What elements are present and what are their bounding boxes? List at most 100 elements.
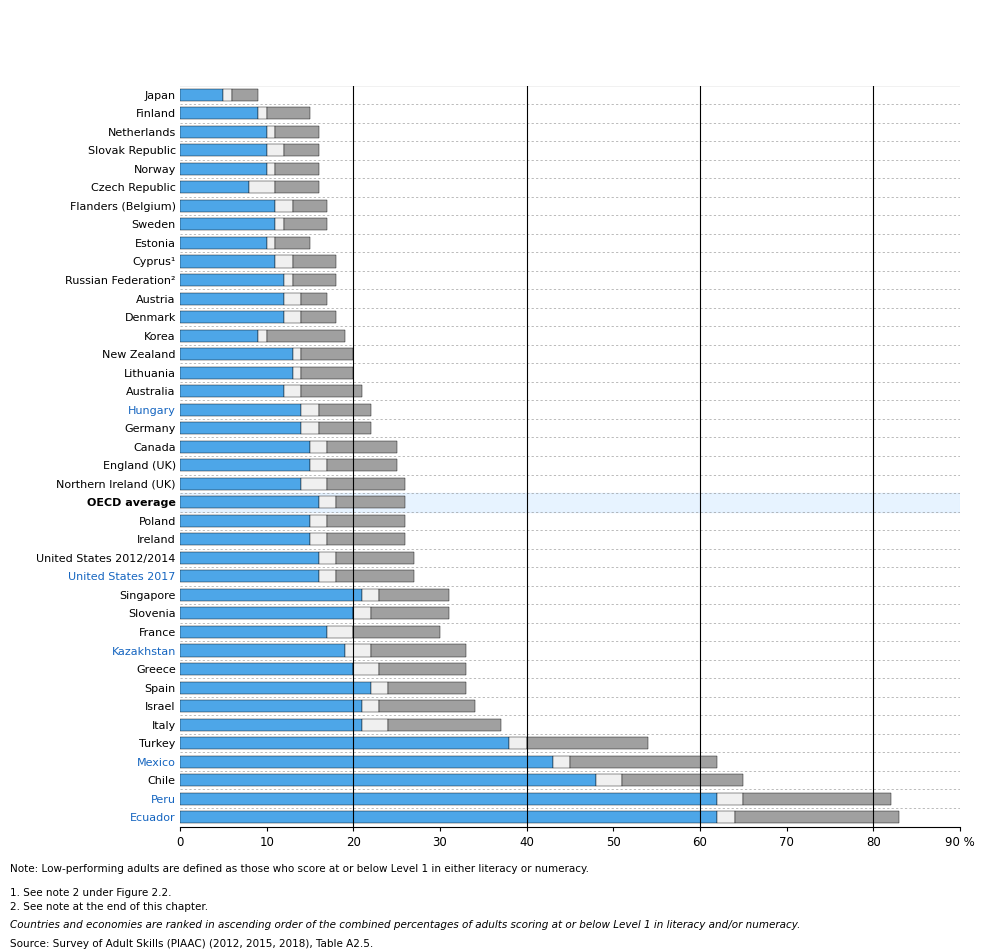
Bar: [284, 218, 327, 231]
Bar: [319, 552, 336, 564]
Bar: [180, 218, 275, 231]
Bar: [180, 162, 267, 175]
Bar: [301, 385, 362, 397]
Bar: [717, 792, 743, 805]
Bar: [180, 811, 717, 824]
Bar: [362, 718, 388, 731]
Bar: [275, 162, 319, 175]
Bar: [275, 218, 284, 231]
Bar: [180, 422, 301, 434]
Bar: [180, 607, 353, 619]
Bar: [258, 107, 267, 120]
Bar: [371, 644, 466, 656]
Bar: [267, 144, 284, 157]
Bar: [180, 293, 284, 305]
Bar: [267, 125, 275, 138]
Bar: [293, 348, 301, 360]
Bar: [180, 737, 509, 750]
Bar: [293, 367, 301, 379]
Bar: [336, 552, 414, 564]
Bar: [310, 533, 327, 545]
Bar: [319, 422, 371, 434]
Bar: [371, 681, 388, 694]
Bar: [180, 663, 353, 675]
Bar: [180, 774, 596, 787]
Bar: [180, 107, 258, 120]
Bar: [327, 515, 405, 527]
Bar: [180, 570, 319, 582]
Bar: [275, 237, 310, 249]
Bar: [223, 88, 232, 101]
Bar: [327, 478, 405, 490]
Bar: [284, 144, 319, 157]
Bar: [388, 718, 501, 731]
Bar: [180, 700, 362, 712]
Bar: [275, 181, 319, 194]
Bar: [362, 589, 379, 601]
Bar: [267, 237, 275, 249]
Bar: [353, 607, 371, 619]
Bar: [293, 274, 336, 286]
Bar: [301, 422, 319, 434]
Text: 2. See note at the end of this chapter.: 2. See note at the end of this chapter.: [10, 902, 208, 913]
Bar: [319, 570, 336, 582]
Bar: [180, 404, 301, 416]
Bar: [180, 385, 284, 397]
Bar: [180, 792, 717, 805]
Bar: [743, 792, 891, 805]
Bar: [310, 459, 327, 471]
Bar: [319, 404, 371, 416]
Text: Source: Survey of Adult Skills (PIAAC) (2012, 2015, 2018), Table A2.5.: Source: Survey of Adult Skills (PIAAC) (…: [10, 939, 373, 949]
Bar: [388, 681, 466, 694]
Bar: [180, 256, 275, 268]
Bar: [327, 626, 353, 638]
Bar: [527, 737, 648, 750]
Bar: [267, 162, 275, 175]
Bar: [553, 755, 570, 768]
Bar: [362, 700, 379, 712]
Bar: [275, 125, 319, 138]
Bar: [379, 663, 466, 675]
Bar: [301, 404, 319, 416]
Bar: [301, 367, 353, 379]
Bar: [379, 700, 475, 712]
Bar: [180, 88, 223, 101]
Bar: [180, 144, 267, 157]
Bar: [180, 311, 284, 323]
Bar: [336, 570, 414, 582]
Bar: [180, 533, 310, 545]
Bar: [180, 644, 345, 656]
Bar: [371, 607, 449, 619]
Bar: [284, 385, 301, 397]
Bar: [353, 626, 440, 638]
Bar: [596, 774, 622, 787]
Bar: [310, 441, 327, 453]
Bar: [180, 478, 301, 490]
Bar: [509, 737, 527, 750]
Bar: [622, 774, 743, 787]
Text: Countries and economies are ranked in ascending order of the combined percentage: Countries and economies are ranked in as…: [10, 920, 800, 930]
Bar: [284, 274, 293, 286]
Bar: [232, 88, 258, 101]
Bar: [180, 367, 293, 379]
Text: Note: Low-performing adults are defined as those who score at or below Level 1 i: Note: Low-performing adults are defined …: [10, 864, 589, 875]
Bar: [275, 200, 293, 212]
Bar: [570, 755, 717, 768]
Bar: [293, 200, 327, 212]
Bar: [180, 493, 960, 511]
Bar: [310, 515, 327, 527]
Text: 1. See note 2 under Figure 2.2.: 1. See note 2 under Figure 2.2.: [10, 888, 172, 899]
Bar: [180, 626, 327, 638]
Bar: [327, 459, 397, 471]
Bar: [327, 441, 397, 453]
Bar: [180, 125, 267, 138]
Bar: [258, 330, 267, 342]
Bar: [180, 681, 371, 694]
Bar: [180, 552, 319, 564]
Bar: [180, 330, 258, 342]
Bar: [180, 274, 284, 286]
Bar: [327, 533, 405, 545]
Bar: [180, 237, 267, 249]
Bar: [180, 515, 310, 527]
Bar: [180, 589, 362, 601]
